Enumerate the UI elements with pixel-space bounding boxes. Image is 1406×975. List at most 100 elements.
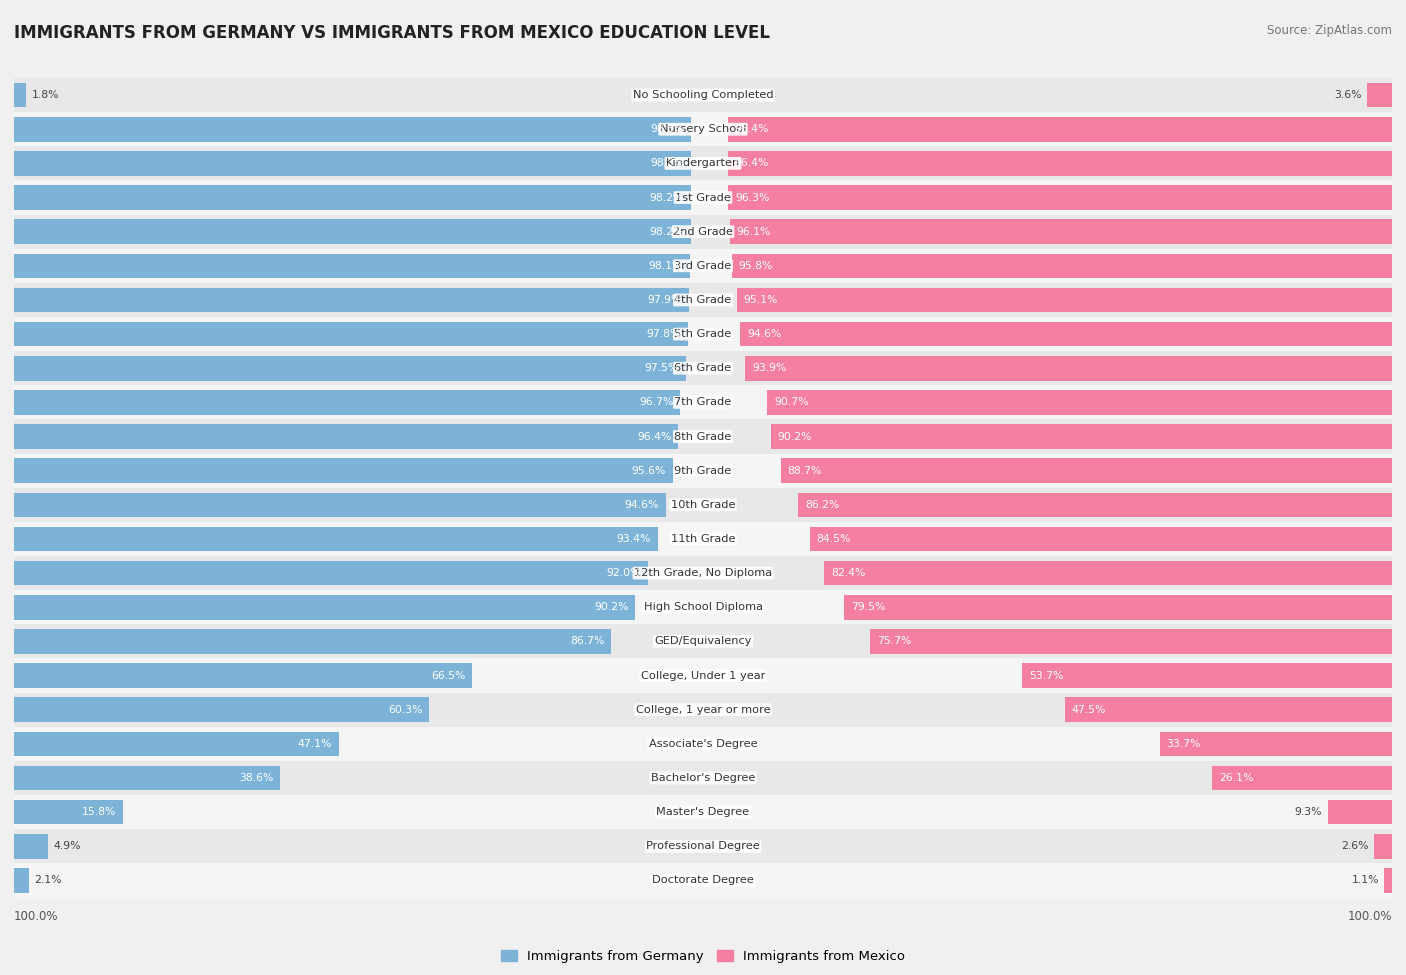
Bar [14, 424, 678, 448]
Bar [14, 658, 1392, 692]
Text: 93.4%: 93.4% [616, 534, 651, 544]
Text: 10th Grade: 10th Grade [671, 500, 735, 510]
Text: 38.6%: 38.6% [239, 773, 273, 783]
Text: 33.7%: 33.7% [1167, 739, 1201, 749]
Bar [1212, 765, 1392, 791]
Text: 3rd Grade: 3rd Grade [675, 260, 731, 271]
Bar [1327, 800, 1392, 825]
Text: 95.6%: 95.6% [631, 466, 666, 476]
Text: 96.4%: 96.4% [637, 432, 671, 442]
Text: 5th Grade: 5th Grade [675, 330, 731, 339]
Text: 4th Grade: 4th Grade [675, 295, 731, 305]
Bar [14, 117, 692, 141]
Bar [14, 112, 1392, 146]
Bar [740, 322, 1392, 346]
Text: 100.0%: 100.0% [14, 910, 59, 922]
Text: 79.5%: 79.5% [851, 603, 886, 612]
Bar [14, 385, 1392, 419]
Text: 100.0%: 100.0% [1347, 910, 1392, 922]
Bar [14, 590, 1392, 624]
Bar [14, 726, 1392, 760]
Bar [14, 760, 1392, 795]
Bar [14, 765, 280, 791]
Bar [737, 288, 1392, 312]
Bar [14, 146, 1392, 180]
Bar [14, 624, 1392, 658]
Bar [14, 78, 1392, 112]
Bar [1022, 663, 1392, 687]
Text: 47.5%: 47.5% [1071, 705, 1107, 715]
Bar [728, 185, 1392, 210]
Text: 96.3%: 96.3% [735, 192, 769, 203]
Bar [14, 322, 688, 346]
Text: 1.8%: 1.8% [32, 90, 59, 100]
Text: 84.5%: 84.5% [817, 534, 851, 544]
Bar [733, 254, 1392, 278]
Bar [14, 488, 1392, 522]
Bar [824, 561, 1392, 585]
Bar [14, 351, 1392, 385]
Text: Kindergarten: Kindergarten [666, 158, 740, 169]
Text: 93.9%: 93.9% [752, 364, 786, 373]
Text: 2.1%: 2.1% [34, 876, 62, 885]
Text: 90.2%: 90.2% [778, 432, 811, 442]
Text: Source: ZipAtlas.com: Source: ZipAtlas.com [1267, 24, 1392, 37]
Text: 90.2%: 90.2% [595, 603, 628, 612]
Text: 1.1%: 1.1% [1351, 876, 1379, 885]
Bar [14, 151, 692, 176]
Bar [1160, 731, 1392, 757]
Bar [730, 219, 1392, 244]
Text: 97.5%: 97.5% [644, 364, 679, 373]
Text: 92.0%: 92.0% [606, 568, 641, 578]
Text: 96.7%: 96.7% [638, 398, 673, 408]
Bar [14, 829, 1392, 863]
Text: 9.3%: 9.3% [1295, 807, 1323, 817]
Text: 8th Grade: 8th Grade [675, 432, 731, 442]
Text: 82.4%: 82.4% [831, 568, 866, 578]
Bar [799, 492, 1392, 517]
Bar [14, 453, 1392, 488]
Text: 86.2%: 86.2% [806, 500, 839, 510]
Text: 1st Grade: 1st Grade [675, 192, 731, 203]
Legend: Immigrants from Germany, Immigrants from Mexico: Immigrants from Germany, Immigrants from… [501, 950, 905, 963]
Bar [14, 697, 429, 722]
Text: Bachelor's Degree: Bachelor's Degree [651, 773, 755, 783]
Bar [1367, 83, 1392, 107]
Text: 7th Grade: 7th Grade [675, 398, 731, 408]
Bar [1385, 868, 1392, 893]
Bar [14, 692, 1392, 726]
Text: 53.7%: 53.7% [1029, 671, 1063, 681]
Bar [780, 458, 1392, 483]
Text: College, 1 year or more: College, 1 year or more [636, 705, 770, 715]
Text: 95.1%: 95.1% [744, 295, 778, 305]
Bar [870, 629, 1392, 653]
Text: 96.1%: 96.1% [737, 226, 770, 237]
Bar [14, 390, 681, 414]
Text: 98.2%: 98.2% [650, 192, 683, 203]
Text: 98.3%: 98.3% [650, 124, 685, 135]
Bar [14, 214, 1392, 249]
Bar [768, 390, 1392, 414]
Bar [14, 419, 1392, 453]
Bar [14, 249, 1392, 283]
Bar [14, 561, 648, 585]
Text: 9th Grade: 9th Grade [675, 466, 731, 476]
Text: 60.3%: 60.3% [388, 705, 423, 715]
Text: 90.7%: 90.7% [773, 398, 808, 408]
Bar [14, 731, 339, 757]
Text: 6th Grade: 6th Grade [675, 364, 731, 373]
Text: 98.1%: 98.1% [648, 260, 683, 271]
Bar [14, 629, 612, 653]
Text: 98.3%: 98.3% [650, 158, 685, 169]
Bar [14, 83, 27, 107]
Text: Doctorate Degree: Doctorate Degree [652, 876, 754, 885]
Bar [14, 522, 1392, 556]
Bar [14, 795, 1392, 829]
Bar [1064, 697, 1392, 722]
Text: 15.8%: 15.8% [82, 807, 117, 817]
Bar [14, 868, 28, 893]
Text: 88.7%: 88.7% [787, 466, 823, 476]
Text: 2nd Grade: 2nd Grade [673, 226, 733, 237]
Text: 94.6%: 94.6% [747, 330, 782, 339]
Text: 94.6%: 94.6% [624, 500, 659, 510]
